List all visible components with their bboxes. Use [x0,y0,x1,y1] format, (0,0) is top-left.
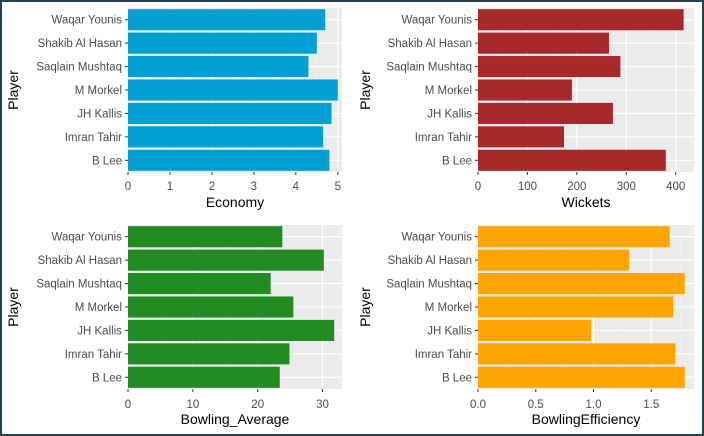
chart-panel-1: Waqar Younis Shakib Al Hasan Saqlain Musht… [5,8,342,210]
y-tick-label: M Morkel [425,85,472,97]
y-tick-label: Imran Tahir [415,349,472,361]
x-tick-label: 1.5 [643,399,659,411]
y-tick-label: M Morkel [75,302,122,314]
bar-waqar-younis [478,226,670,248]
y-tick-label: Shakib Al Hasan [388,38,472,50]
bar-saqlain-mushtaq [128,273,271,295]
bar-m-morkel [128,79,338,101]
x-tick-label: 0 [475,181,481,193]
y-tick-label: JH Kallis [77,108,122,120]
chart-panel-3: Waqar Younis Shakib Al Hasan Saqlain Musht… [5,225,342,427]
y-tick-label: JH Kallis [77,325,122,337]
bar-shakib-al-hasan [478,249,630,271]
x-axis-title: Wickets [562,194,611,210]
x-tick-label: 400 [666,181,685,193]
x-tick-label: 5 [335,181,341,193]
y-tick-label: JH Kallis [427,108,472,120]
x-axis-title: Bowling_Average [181,411,290,427]
x-tick-label: 0.0 [470,399,486,411]
bar-jh-kallis [478,102,613,124]
x-tick-label: 200 [567,181,586,193]
bar-b-lee [478,366,685,388]
y-tick-label: Saqlain Mushtaq [36,279,122,291]
bar-shakib-al-hasan [478,32,609,54]
y-tick-label: Waqar Younis [401,232,472,244]
y-tick-label: Shakib Al Hasan [388,255,472,267]
bar-imran-tahir [128,343,290,365]
y-axis-title: Player [5,70,21,110]
x-tick-label: 3 [251,181,257,193]
y-tick-label: B Lee [442,372,472,384]
bar-saqlain-mushtaq [128,56,309,78]
y-tick-label: M Morkel [75,85,122,97]
x-tick-label: 0 [125,399,131,411]
x-tick-label: 0.5 [528,399,544,411]
x-tick-label: 0 [125,181,131,193]
x-tick-label: 10 [186,399,199,411]
bar-m-morkel [478,296,674,318]
x-tick-label: 2 [209,181,215,193]
bar-imran-tahir [128,126,324,148]
x-tick-label: 100 [518,181,537,193]
y-tick-label: Imran Tahir [65,132,122,144]
y-tick-label: B Lee [92,155,122,167]
bar-imran-tahir [478,343,676,365]
x-tick-label: 20 [251,399,264,411]
bar-jh-kallis [128,102,332,124]
x-tick-label: 1 [167,181,173,193]
bar-waqar-younis [128,9,326,31]
bar-saqlain-mushtaq [478,56,621,78]
y-tick-label: Imran Tahir [415,132,472,144]
bar-b-lee [478,149,666,171]
y-tick-label: Shakib Al Hasan [38,255,122,267]
bar-jh-kallis [128,319,335,341]
y-tick-label: Saqlain Mushtaq [36,62,122,74]
y-tick-label: B Lee [92,372,122,384]
bar-jh-kallis [478,319,592,341]
x-tick-label: 1.0 [586,399,602,411]
y-tick-label: JH Kallis [427,325,472,337]
x-axis-title: Economy [206,194,264,210]
y-tick-label: Waqar Younis [401,15,472,27]
y-tick-label: Waqar Younis [51,15,122,27]
bar-shakib-al-hasan [128,249,324,271]
y-tick-label: B Lee [442,155,472,167]
y-tick-label: Imran Tahir [65,349,122,361]
x-tick-label: 30 [316,399,329,411]
bar-imran-tahir [478,126,565,148]
bar-waqar-younis [478,9,684,31]
bar-m-morkel [478,79,572,101]
bar-b-lee [128,366,280,388]
chart-panel-2: Waqar Younis Shakib Al Hasan Saqlain Musht… [357,8,694,210]
y-tick-label: Saqlain Mushtaq [386,279,472,291]
bar-m-morkel [128,296,294,318]
y-axis-title: Player [357,70,373,110]
y-tick-label: Waqar Younis [51,232,122,244]
y-tick-label: Saqlain Mushtaq [386,62,472,74]
bar-saqlain-mushtaq [478,273,685,295]
y-axis-title: Player [357,287,373,327]
y-tick-label: Shakib Al Hasan [38,38,122,50]
bar-shakib-al-hasan [128,32,317,54]
x-tick-label: 300 [617,181,636,193]
y-tick-label: M Morkel [425,302,472,314]
bar-b-lee [128,149,330,171]
chart-panel-4: Waqar Younis Shakib Al Hasan Saqlain Musht… [357,225,694,427]
x-tick-label: 4 [293,181,300,193]
y-axis-title: Player [5,287,21,327]
bar-waqar-younis [128,226,283,248]
x-axis-title: BowlingEfficiency [532,411,641,427]
